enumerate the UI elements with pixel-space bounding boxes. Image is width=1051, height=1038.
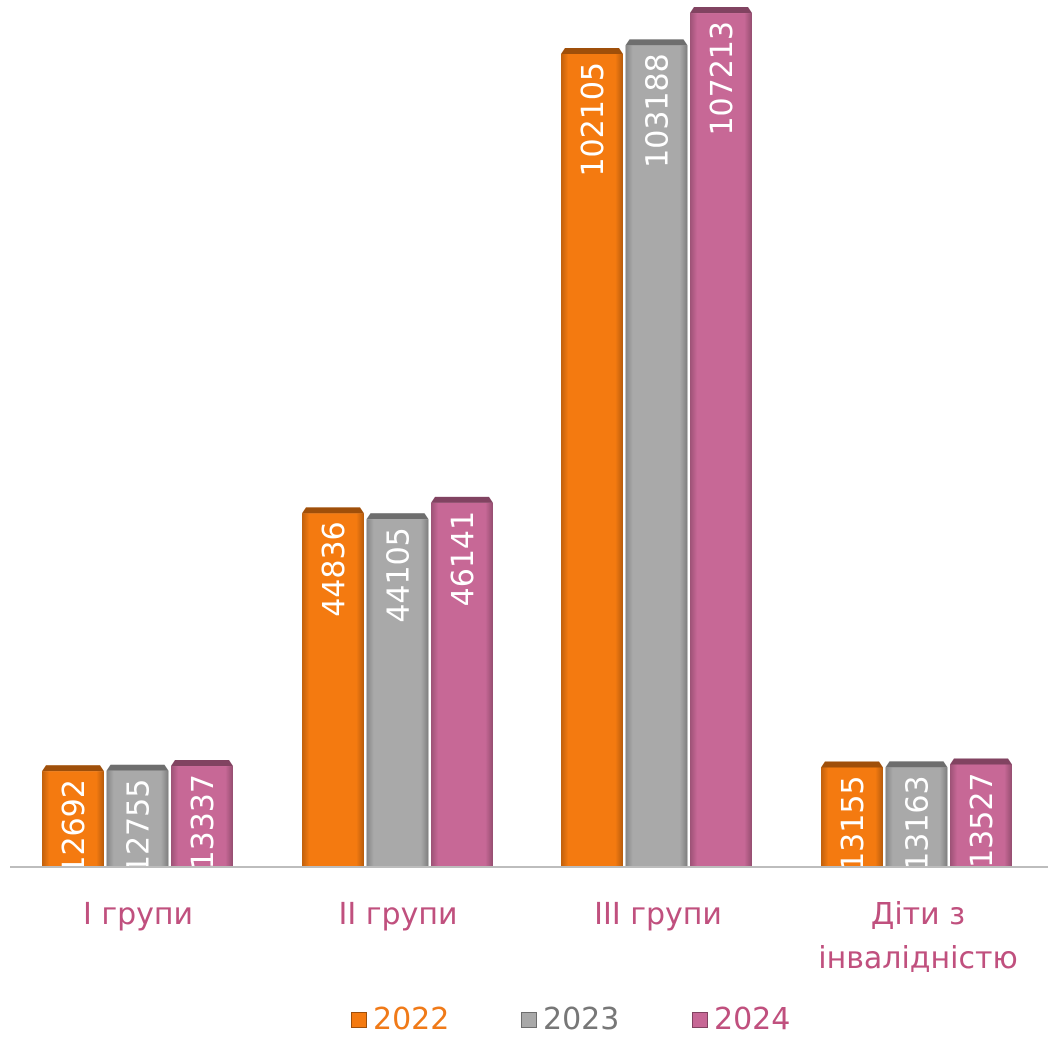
legend-label-2024: 2024 — [714, 1002, 791, 1037]
data-label: 13155 — [836, 775, 871, 870]
bar-shading — [625, 45, 688, 867]
bar-shading — [106, 770, 169, 867]
bar-2023-2: 44105 — [366, 513, 429, 867]
data-label: 12692 — [57, 779, 92, 874]
bar-2023-4: 13163 — [885, 761, 948, 871]
category-label-3: III групи — [594, 897, 722, 932]
bar-2022-2: 44836 — [302, 507, 364, 867]
category-label-1: I групи — [83, 897, 193, 932]
category-label-4-line-2: інвалідністю — [818, 941, 1017, 976]
bar-shading — [302, 513, 364, 867]
bar-top-shade — [366, 513, 429, 520]
bar-shading — [821, 767, 883, 867]
data-label: 103188 — [641, 53, 676, 168]
legend-item-2023: 2023 — [521, 1002, 619, 1037]
bar-top-face — [625, 39, 688, 46]
legend-swatch-2023 — [521, 1011, 537, 1028]
legend-item-2022: 2022 — [351, 1002, 449, 1037]
category-labels-layer: I групи II групи III групи Діти з інвалідніс… — [83, 897, 1018, 976]
legend-item-2024: 2024 — [692, 1002, 790, 1037]
bar-2023-1: 12755 — [106, 764, 169, 874]
bar-top-face — [106, 764, 169, 771]
bar-top-face — [561, 48, 623, 54]
bar-top-face — [821, 761, 883, 768]
category-label-2: II групи — [339, 897, 458, 932]
data-label: 12755 — [122, 779, 157, 874]
legend-label-2022: 2022 — [373, 1002, 450, 1037]
legend-swatch-2022 — [351, 1011, 367, 1028]
bar-top-face — [431, 496, 493, 503]
bar-top-shade — [821, 761, 883, 768]
bar-2023-3: 103188 — [625, 39, 688, 867]
bar-shading — [950, 764, 1012, 867]
data-label: 13163 — [901, 775, 936, 870]
legend-swatch-2024 — [692, 1011, 708, 1028]
bar-top-shade — [561, 48, 623, 54]
bar-2022-4: 13155 — [821, 761, 883, 871]
bar-shading — [885, 767, 948, 867]
bar-top-shade — [302, 507, 364, 514]
bar-top-face — [690, 7, 752, 14]
bar-2024-3: 107213 — [690, 7, 752, 867]
data-label: 102105 — [576, 62, 611, 177]
data-label: 46141 — [446, 511, 481, 606]
data-label: 44105 — [382, 527, 417, 622]
bar-top-shade — [106, 764, 169, 771]
data-label: 13527 — [965, 772, 1000, 867]
legend-label-2023: 2023 — [543, 1002, 620, 1037]
bar-shading — [42, 771, 104, 867]
bar-2024-1: 13337 — [171, 760, 233, 869]
bar-shading — [366, 519, 429, 867]
bar-top-face — [171, 760, 233, 767]
bar-shading — [561, 54, 623, 867]
data-label: 13337 — [186, 774, 221, 869]
bar-top-shade — [690, 7, 752, 14]
bars-layer: 12692 12755 13337 44836 44105 46141 102105 1031… — [42, 7, 1012, 875]
bar-top-face — [366, 513, 429, 520]
bar-2024-4: 13527 — [950, 758, 1012, 868]
category-label-4-line-1: Діти з — [871, 897, 965, 932]
bar-2024-2: 46141 — [431, 496, 493, 867]
bar-top-shade — [950, 758, 1012, 765]
bar-top-face — [302, 507, 364, 514]
bar-shading — [690, 13, 752, 867]
bar-2022-3: 102105 — [561, 48, 623, 867]
bar-top-face — [950, 758, 1012, 765]
bar-top-shade — [171, 760, 233, 767]
bar-shading — [171, 766, 233, 867]
bar-top-face — [885, 761, 948, 768]
bar-top-shade — [625, 39, 688, 46]
bar-2022-1: 12692 — [42, 765, 104, 875]
bar-top-shade — [42, 765, 104, 772]
bar-shading — [431, 502, 493, 867]
data-label: 44836 — [317, 521, 352, 616]
bar-top-shade — [885, 761, 948, 768]
bar-top-face — [42, 765, 104, 772]
data-label: 107213 — [705, 21, 740, 136]
bar-top-shade — [431, 496, 493, 503]
